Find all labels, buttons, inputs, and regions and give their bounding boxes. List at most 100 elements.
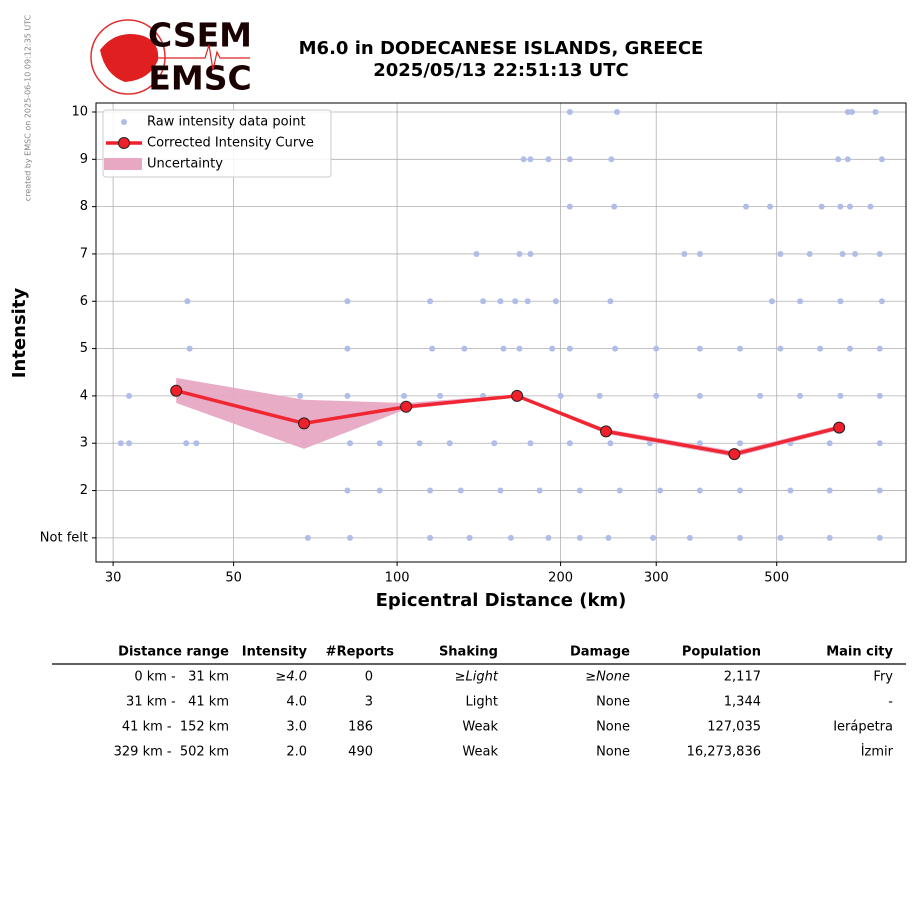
raw-point [545,534,552,541]
raw-point [696,392,703,399]
table-cell: 2,117 [724,670,761,685]
raw-point [536,487,543,494]
raw-point [787,487,794,494]
raw-point [768,298,775,305]
table-cell: 186 [348,720,373,735]
logo-map [100,34,159,82]
table-header: #Reports [326,645,395,660]
legend: Raw intensity data point Corrected Intens… [102,109,332,178]
raw-point [401,392,408,399]
raw-point [347,440,354,447]
table-cell: Weak [462,745,498,760]
curve-marker [298,417,311,430]
table-cell: 3.0 [286,720,307,735]
y-tick-label: 2 [80,483,88,498]
raw-point [566,156,573,163]
raw-point [767,203,774,210]
raw-point [653,392,660,399]
raw-point [126,440,133,447]
table-header: Damage [570,645,630,660]
raw-point [872,108,879,115]
legend-label: Uncertainty [147,157,223,172]
table-cell: Weak [462,720,498,735]
curve-marker [170,384,183,397]
raw-point [876,250,883,257]
raw-point [497,298,504,305]
raw-point [852,250,859,257]
raw-point [696,250,703,257]
raw-point [344,487,351,494]
y-axis-label: Intensity [9,288,30,379]
raw-point [347,534,354,541]
table-cell: 3 [365,695,373,710]
raw-point [437,392,444,399]
raw-point [566,345,573,352]
raw-point [427,534,434,541]
raw-point [500,345,507,352]
raw-point [839,250,846,257]
table-header: Shaking [439,645,498,660]
legend-swatch [104,158,142,170]
raw-point [566,108,573,115]
raw-point [344,392,351,399]
raw-point [611,203,618,210]
legend-box [102,109,332,178]
raw-point [184,298,191,305]
y-tick-label: 7 [80,246,88,261]
raw-point [737,487,744,494]
y-tick-label: Not felt [40,530,88,545]
raw-point [427,487,434,494]
legend-swatch [121,119,127,125]
raw-point [616,487,623,494]
table-cell: 31 km - 41 km [126,695,229,710]
x-tick-label: 200 [548,571,573,586]
raw-point [545,156,552,163]
raw-point [461,345,468,352]
raw-point [826,487,833,494]
raw-point [696,440,703,447]
table-cell: Light [466,695,498,710]
table-cell: 127,035 [707,720,761,735]
raw-point [457,487,464,494]
raw-point [576,534,583,541]
raw-point [826,534,833,541]
table-cell: 2.0 [286,745,307,760]
raw-point [657,487,664,494]
raw-point [304,534,311,541]
x-tick-label: 50 [225,571,242,586]
raw-point [527,156,534,163]
raw-point [844,108,851,115]
raw-point [743,203,750,210]
table-cell: 1,344 [724,695,761,710]
y-tick-label: 8 [80,199,88,214]
raw-point [126,392,133,399]
raw-point [416,440,423,447]
table-cell: İzmir [861,744,894,760]
raw-point [193,440,200,447]
raw-point [524,298,531,305]
raw-point [826,440,833,447]
plot-frame [95,102,907,563]
raw-point [466,534,473,541]
raw-point [876,440,883,447]
raw-point [737,534,744,541]
raw-point [527,250,534,257]
raw-point [612,345,619,352]
raw-point [837,203,844,210]
table-cell: Fry [873,670,893,685]
raw-point [876,487,883,494]
raw-point [757,392,764,399]
raw-point [512,298,519,305]
raw-point [878,156,885,163]
raw-point [737,345,744,352]
raw-point [297,392,304,399]
x-axis-label: Epicentral Distance (km) [376,590,627,611]
table-cell: 4.0 [286,695,307,710]
table-cell: 16,273,836 [687,745,761,760]
raw-point [376,487,383,494]
y-tick-label: 6 [80,294,88,309]
raw-point [183,440,190,447]
y-tick-label: 3 [80,436,88,451]
logo-ring [90,19,166,95]
raw-point [566,203,573,210]
